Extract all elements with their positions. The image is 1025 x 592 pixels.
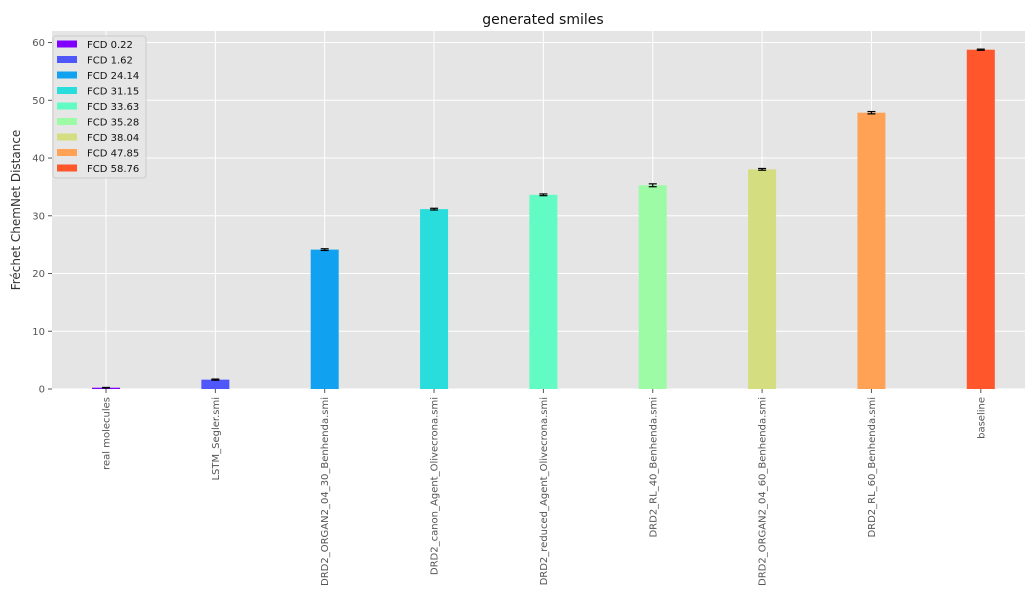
x-tick-label: DRD2_canon_Agent_Olivecrona.smi <box>430 397 441 575</box>
legend: FCD 0.22 FCD 1.62 FCD 24.14 FCD 31.15 FCD 33… <box>52 35 147 179</box>
bar <box>638 185 667 389</box>
legend-item: FCD 47.85 <box>57 149 139 160</box>
error-bar <box>867 110 876 115</box>
bar <box>748 169 777 389</box>
y-tick-label: 60 <box>32 38 45 49</box>
legend-label: FCD 33.63 <box>87 102 139 113</box>
legend-label: FCD 47.85 <box>87 149 139 160</box>
legend-label: FCD 31.15 <box>87 87 139 98</box>
legend-item: FCD 0.22 <box>57 40 133 51</box>
bar <box>966 49 995 390</box>
legend-swatch <box>57 40 77 48</box>
legend-label: FCD 35.28 <box>87 118 139 129</box>
bars <box>92 48 995 390</box>
x-axis: real molecules LSTM_Segler.smi DRD2_ORGAN2… <box>102 389 987 586</box>
bar <box>201 379 230 389</box>
y-tick-label: 20 <box>32 269 45 280</box>
y-axis: 0 10 20 30 40 50 60 <box>32 38 52 396</box>
x-tick-label: real molecules <box>102 397 113 470</box>
legend-label: FCD 24.14 <box>87 71 139 82</box>
legend-item: FCD 31.15 <box>57 87 139 98</box>
x-tick-label: DRD2_ORGAN2_04_30_Benhenda.smi <box>320 397 331 586</box>
x-tick-label: LSTM_Segler.smi <box>211 397 222 481</box>
legend-item: FCD 35.28 <box>57 118 139 129</box>
legend-label: FCD 1.62 <box>87 56 133 67</box>
legend-item: FCD 58.76 <box>57 164 139 175</box>
y-tick-label: 30 <box>32 211 45 222</box>
y-tick-label: 40 <box>32 154 45 165</box>
x-tick-label: baseline <box>976 397 987 439</box>
error-bar <box>976 48 985 51</box>
error-bar <box>648 183 657 188</box>
x-tick-label: DRD2_RL_40_Benhenda.smi <box>648 397 659 538</box>
error-bar <box>430 207 439 211</box>
legend-label: FCD 38.04 <box>87 133 139 144</box>
error-bar <box>211 378 220 381</box>
legend-item: FCD 33.63 <box>57 102 139 113</box>
y-axis-label: Fréchet ChemNet Distance <box>9 130 23 291</box>
x-tick-label: DRD2_RL_60_Benhenda.smi <box>867 397 878 538</box>
legend-item: FCD 24.14 <box>57 71 139 82</box>
legend-item: FCD 1.62 <box>57 56 133 67</box>
legend-swatch <box>57 71 77 79</box>
error-bar <box>320 248 329 252</box>
legend-label: FCD 0.22 <box>87 40 133 51</box>
error-bar <box>539 193 548 197</box>
bar <box>529 194 558 389</box>
chart-title: generated smiles <box>482 12 603 28</box>
legend-swatch <box>57 149 77 156</box>
legend-swatch <box>57 56 77 63</box>
legend-swatch <box>57 164 77 172</box>
x-tick-label: DRD2_reduced_Agent_Olivecrona.smi <box>539 397 550 585</box>
legend-label: FCD 58.76 <box>87 164 139 175</box>
bar <box>857 112 886 390</box>
y-tick-label: 0 <box>39 385 45 396</box>
x-tick-label: DRD2_ORGAN2_04_60_Benhenda.smi <box>758 397 769 586</box>
legend-item: FCD 38.04 <box>57 133 139 144</box>
legend-swatch <box>57 133 77 141</box>
error-bar <box>102 386 110 389</box>
y-tick-label: 50 <box>32 96 45 107</box>
bar <box>310 249 339 389</box>
bar <box>420 209 449 389</box>
error-bar <box>758 167 767 171</box>
legend-swatch <box>57 102 77 110</box>
legend-swatch <box>57 118 77 125</box>
legend-swatch <box>57 87 77 94</box>
y-tick-label: 10 <box>32 327 45 338</box>
